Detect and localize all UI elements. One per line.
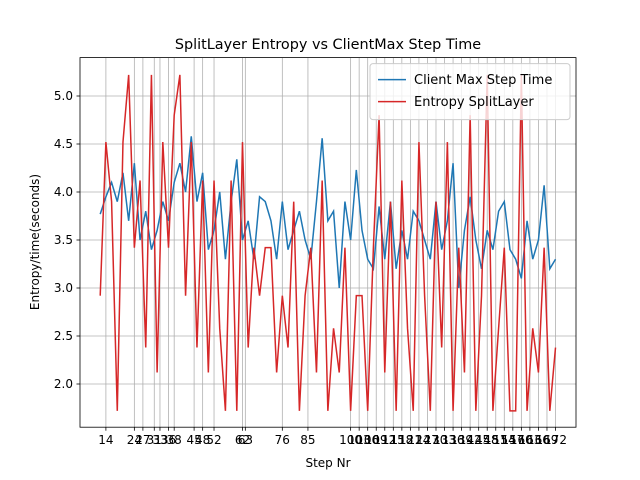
x-tick-label: 33 — [152, 433, 167, 447]
x-tick-label: 169 — [536, 433, 559, 447]
x-tick-label: 130 — [425, 433, 448, 447]
x-tick-label: 151 — [484, 433, 507, 447]
legend-label: Client Max Step Time — [414, 73, 552, 88]
y-tick-label: 4.0 — [54, 185, 73, 199]
y-axis-label: Entropy/time(seconds) — [28, 174, 42, 310]
x-tick-label: 136 — [442, 433, 465, 447]
x-tick-label: 124 — [407, 433, 430, 447]
y-tick-label: 3.5 — [54, 233, 73, 247]
x-tick-label: 142 — [459, 433, 482, 447]
x-tick-label: 48 — [195, 433, 210, 447]
x-tick-label: 100 — [339, 433, 362, 447]
x-tick-label: 121 — [399, 433, 422, 447]
y-tick-label: 4.5 — [54, 137, 73, 151]
x-tick-label: 118 — [390, 433, 413, 447]
legend-box — [369, 63, 571, 121]
y-tick-label: 3.0 — [54, 281, 73, 295]
x-tick-label: 63 — [238, 433, 253, 447]
x-tick-label: 160 — [510, 433, 533, 447]
x-tick-label: 163 — [518, 433, 541, 447]
x-tick-label: 45 — [186, 433, 201, 447]
x-tick-label: 14 — [98, 433, 113, 447]
x-tick-label: 85 — [300, 433, 315, 447]
plot-frame — [79, 57, 577, 428]
y-tick-label: 5.0 — [54, 89, 73, 103]
line-series — [99, 136, 557, 289]
chart-title: SplitLayer Entropy vs ClientMax Step Tim… — [175, 37, 481, 53]
x-axis-label: Step Nr — [305, 456, 350, 470]
x-tick-label: 115 — [382, 433, 405, 447]
x-tick-label: 139 — [450, 433, 473, 447]
x-tick-label: 62 — [235, 433, 250, 447]
x-tick-label: 148 — [476, 433, 499, 447]
x-tick-label: 109 — [365, 433, 388, 447]
x-tick-label: 38 — [167, 433, 182, 447]
x-tick-label: 103 — [348, 433, 371, 447]
x-tick-label: 106 — [356, 433, 379, 447]
y-tick-label: 2.5 — [54, 329, 73, 343]
x-tick-label: 157 — [501, 433, 524, 447]
x-tick-label: 166 — [527, 433, 550, 447]
x-tick-label: 145 — [467, 433, 490, 447]
x-tick-label: 154 — [493, 433, 516, 447]
x-tick-label: 27 — [135, 433, 150, 447]
x-tick-label: 31 — [147, 433, 162, 447]
x-tick-label: 112 — [373, 433, 396, 447]
x-tick-label: 76 — [275, 433, 290, 447]
line-series — [99, 74, 557, 412]
legend: Client Max Step Time Entropy SplitLayer — [369, 63, 571, 121]
x-tick-label: 127 — [416, 433, 439, 447]
legend-label: Entropy SplitLayer — [414, 95, 534, 110]
y-tick-label: 2.0 — [54, 377, 73, 391]
x-tick-label: 172 — [544, 433, 567, 447]
x-tick-label: 133 — [433, 433, 456, 447]
x-tick-label: 36 — [161, 433, 176, 447]
x-tick-label: 24 — [127, 433, 142, 447]
x-tick-label: 52 — [206, 433, 221, 447]
